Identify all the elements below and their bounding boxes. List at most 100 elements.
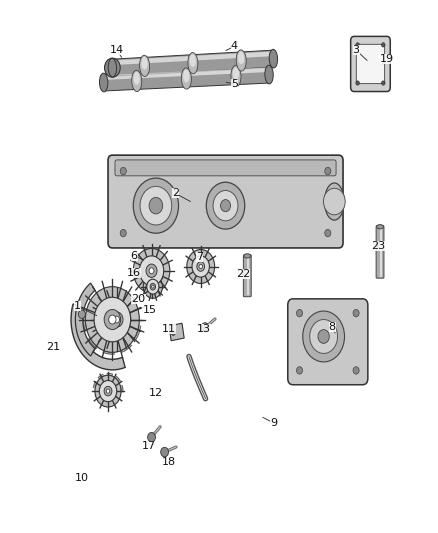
Ellipse shape [233,67,239,80]
Circle shape [147,279,159,294]
Circle shape [103,303,131,336]
Circle shape [356,81,359,85]
Ellipse shape [132,70,142,92]
Circle shape [139,256,164,286]
Polygon shape [103,67,269,80]
Ellipse shape [269,50,278,68]
Circle shape [318,329,329,343]
Text: 21: 21 [46,342,61,352]
Ellipse shape [244,254,251,258]
Text: 14: 14 [110,45,124,55]
Ellipse shape [108,58,117,77]
Ellipse shape [134,72,140,85]
Text: 9: 9 [270,418,277,428]
FancyBboxPatch shape [356,44,385,84]
Circle shape [325,167,331,175]
Text: 4: 4 [231,42,238,52]
Circle shape [99,381,117,402]
Text: 6: 6 [131,251,138,261]
Circle shape [133,178,179,233]
Circle shape [110,312,123,327]
Text: 20: 20 [131,294,145,304]
Text: 3: 3 [353,45,360,55]
Ellipse shape [141,57,148,70]
Circle shape [221,199,230,212]
Polygon shape [75,283,95,356]
Circle shape [381,81,385,85]
Circle shape [105,58,120,77]
Circle shape [150,284,155,290]
Circle shape [149,197,162,214]
Text: 5: 5 [231,78,238,88]
Circle shape [171,330,176,335]
Ellipse shape [99,73,108,92]
Text: 13: 13 [197,324,211,334]
Ellipse shape [188,53,198,74]
Ellipse shape [265,65,273,84]
Circle shape [94,297,131,342]
Text: 11: 11 [162,324,176,334]
Text: 15: 15 [142,305,156,315]
Circle shape [192,256,209,277]
Text: 8: 8 [328,322,336,333]
Circle shape [353,367,359,374]
Circle shape [140,187,172,225]
Text: 2: 2 [172,188,179,198]
Text: 7: 7 [196,252,203,262]
Text: 19: 19 [379,54,394,63]
Circle shape [109,315,116,324]
Circle shape [356,43,359,47]
Ellipse shape [238,52,244,64]
Circle shape [143,275,162,298]
Circle shape [297,310,303,317]
Ellipse shape [231,66,241,87]
Circle shape [106,389,110,393]
Circle shape [323,188,345,215]
Circle shape [206,182,245,229]
Text: 1: 1 [74,301,81,311]
Circle shape [199,264,202,269]
Text: 18: 18 [162,457,176,466]
Circle shape [96,294,138,345]
Circle shape [85,287,139,352]
FancyBboxPatch shape [244,255,251,297]
Text: 12: 12 [149,387,163,398]
Circle shape [310,319,338,353]
Polygon shape [112,50,274,76]
Circle shape [303,311,345,362]
Polygon shape [112,52,273,65]
Circle shape [120,229,126,237]
Circle shape [187,249,215,284]
Ellipse shape [325,183,344,220]
Text: 10: 10 [75,473,89,482]
Circle shape [201,322,209,332]
Text: 16: 16 [127,269,141,278]
Ellipse shape [140,55,150,76]
Circle shape [120,167,126,175]
Ellipse shape [236,50,246,71]
Circle shape [133,248,170,293]
FancyBboxPatch shape [376,225,384,278]
FancyBboxPatch shape [288,299,368,385]
Circle shape [149,268,154,274]
Text: 23: 23 [371,241,385,252]
Circle shape [104,310,120,329]
Circle shape [197,262,205,271]
Circle shape [297,367,303,374]
Circle shape [104,386,112,396]
Circle shape [114,316,120,323]
FancyBboxPatch shape [351,36,390,92]
Ellipse shape [190,54,196,67]
Text: 17: 17 [142,441,156,451]
Circle shape [78,310,85,318]
Circle shape [353,310,359,317]
Polygon shape [103,66,269,91]
Circle shape [95,375,121,407]
Circle shape [148,432,155,442]
Ellipse shape [377,224,384,229]
Circle shape [213,190,238,221]
Ellipse shape [181,68,191,89]
Circle shape [381,43,385,47]
Circle shape [146,264,157,277]
Ellipse shape [183,70,189,83]
